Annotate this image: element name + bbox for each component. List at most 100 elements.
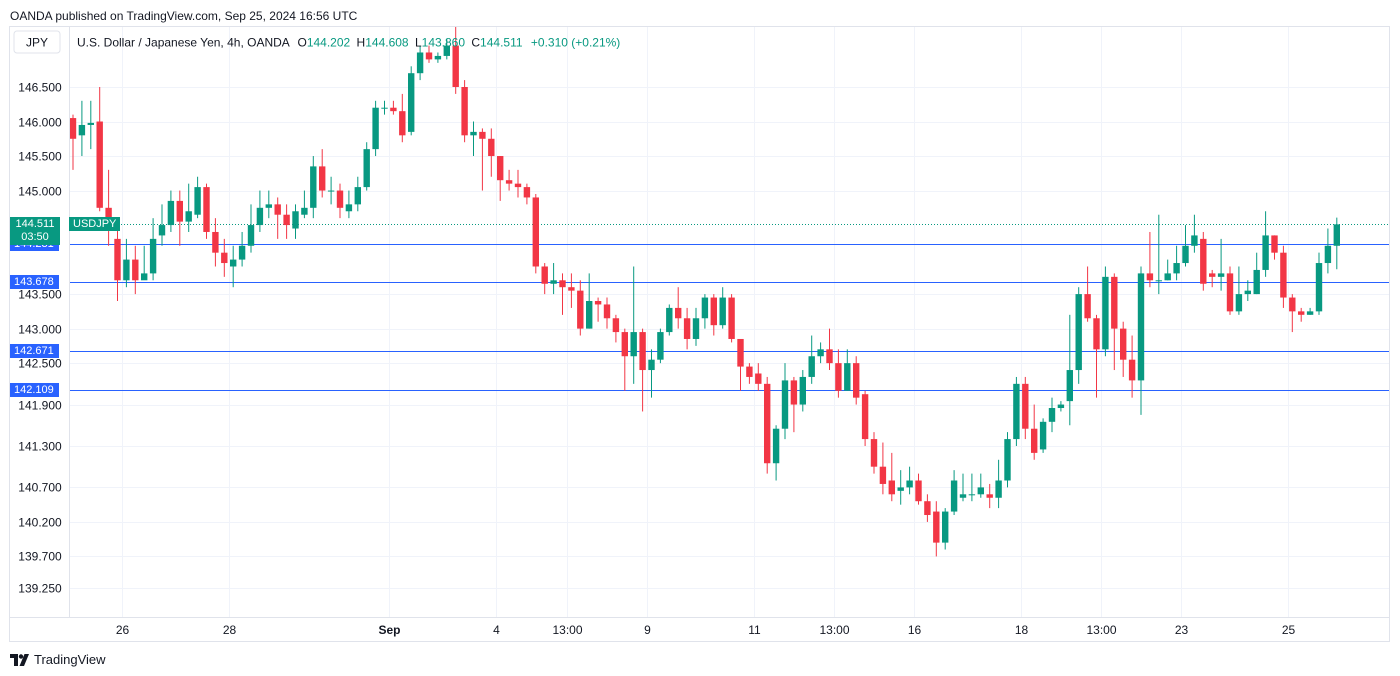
candle	[1013, 376, 1020, 446]
candle-body	[710, 297, 717, 326]
price-tick-label: 143.000	[18, 323, 62, 337]
candle-body	[879, 466, 887, 484]
candle-body	[497, 156, 504, 181]
candle-body	[701, 297, 709, 319]
candle	[514, 169, 522, 198]
candle	[808, 335, 815, 384]
candle-body	[1057, 404, 1065, 409]
candle-body	[1111, 276, 1118, 329]
candle	[675, 287, 682, 329]
candle-body	[817, 349, 824, 357]
publisher-line: OANDA published on TradingView.com, Sep …	[10, 9, 358, 23]
candle	[425, 45, 433, 63]
candle	[861, 390, 869, 446]
candle-body	[514, 183, 522, 188]
candle	[221, 238, 228, 277]
candle-body	[399, 111, 406, 136]
candle-body	[826, 349, 833, 364]
level-price-badge: 143.678	[10, 275, 59, 289]
candle	[203, 183, 210, 239]
currency-box[interactable]: JPY	[13, 30, 61, 54]
candle-body	[764, 383, 771, 464]
candle	[826, 328, 833, 371]
candle	[390, 100, 397, 115]
candle	[363, 142, 370, 191]
candle-body	[870, 439, 878, 467]
currency-label: JPY	[26, 36, 48, 50]
candle-body	[167, 200, 175, 226]
price-tick-label: 145.500	[18, 150, 62, 164]
candle-body	[621, 332, 628, 357]
chart-frame[interactable]: 139.250 139.700 140.200 140.700 141.300 141.9…	[9, 26, 1390, 642]
legend-open-label: O	[297, 36, 306, 50]
candle	[123, 238, 130, 288]
legend-open-value: 144.202	[307, 36, 351, 50]
candle-body	[692, 318, 700, 339]
price-tick-label: 146.500	[18, 81, 62, 95]
time-tick-label: 4	[493, 623, 500, 637]
candle	[1289, 294, 1296, 333]
candle-body	[577, 290, 584, 329]
candle-body	[630, 332, 637, 357]
price-tick-label: 142.500	[18, 357, 62, 371]
candle-body	[853, 363, 860, 398]
candle-body	[1102, 276, 1109, 350]
candlestick-chart[interactable]: 139.250 139.700 140.200 140.700 141.300 141.9…	[10, 27, 1389, 641]
candle-body	[781, 380, 789, 429]
legend-low-value: 143.860	[422, 36, 466, 50]
time-axis[interactable]: 26 28 Sep 4 13:00 9 11 13:00 16 18 13:00 23 25	[116, 623, 1296, 637]
candle	[194, 176, 201, 219]
candle-body	[310, 166, 317, 208]
candle-body	[345, 204, 353, 212]
candle-body	[141, 273, 148, 281]
candle	[1173, 245, 1180, 281]
time-tick-label: 11	[748, 623, 761, 637]
candle	[648, 349, 655, 398]
candle-body	[1315, 263, 1323, 312]
candle	[870, 432, 878, 474]
candles	[69, 27, 1340, 557]
candle-body	[443, 45, 450, 56]
candle	[755, 363, 762, 391]
candle	[1093, 314, 1100, 398]
candle	[1182, 225, 1189, 267]
candle	[479, 128, 486, 191]
candle-body	[194, 187, 201, 215]
time-tick-label: 16	[908, 623, 922, 637]
candle	[799, 370, 806, 412]
candle	[550, 263, 557, 295]
candle	[621, 328, 628, 391]
legend-change: +0.310 (+0.21%)	[531, 36, 620, 50]
candle-body	[434, 55, 442, 60]
candle-body	[336, 190, 344, 208]
candle	[701, 294, 709, 329]
time-tick-label: 25	[1282, 623, 1296, 637]
candle	[105, 169, 112, 246]
candle	[1324, 228, 1332, 274]
candle	[149, 218, 157, 281]
candle	[230, 245, 237, 288]
candle	[577, 280, 584, 336]
candle	[942, 508, 949, 550]
candle	[1306, 307, 1314, 315]
candle	[176, 190, 183, 246]
candle	[790, 376, 798, 433]
bar-countdown: 03:50	[21, 231, 49, 243]
candle-body	[1333, 224, 1340, 246]
candle	[1137, 266, 1145, 415]
candle	[1128, 335, 1136, 398]
candle-body	[363, 149, 370, 188]
candle	[497, 156, 504, 201]
candle	[1298, 307, 1305, 322]
candle-body	[114, 238, 121, 281]
candle-body	[1164, 273, 1171, 281]
candle-body	[586, 301, 593, 329]
horizontal-levels	[70, 224, 1389, 391]
candle	[568, 273, 575, 308]
price-axis[interactable]: 139.250 139.700 140.200 140.700 141.300 141.9…	[18, 81, 62, 596]
candle-body	[416, 52, 424, 74]
brand[interactable]: TradingView	[10, 652, 106, 667]
candle	[1262, 211, 1269, 277]
candle-body	[1031, 428, 1038, 453]
candle-body	[924, 501, 931, 516]
